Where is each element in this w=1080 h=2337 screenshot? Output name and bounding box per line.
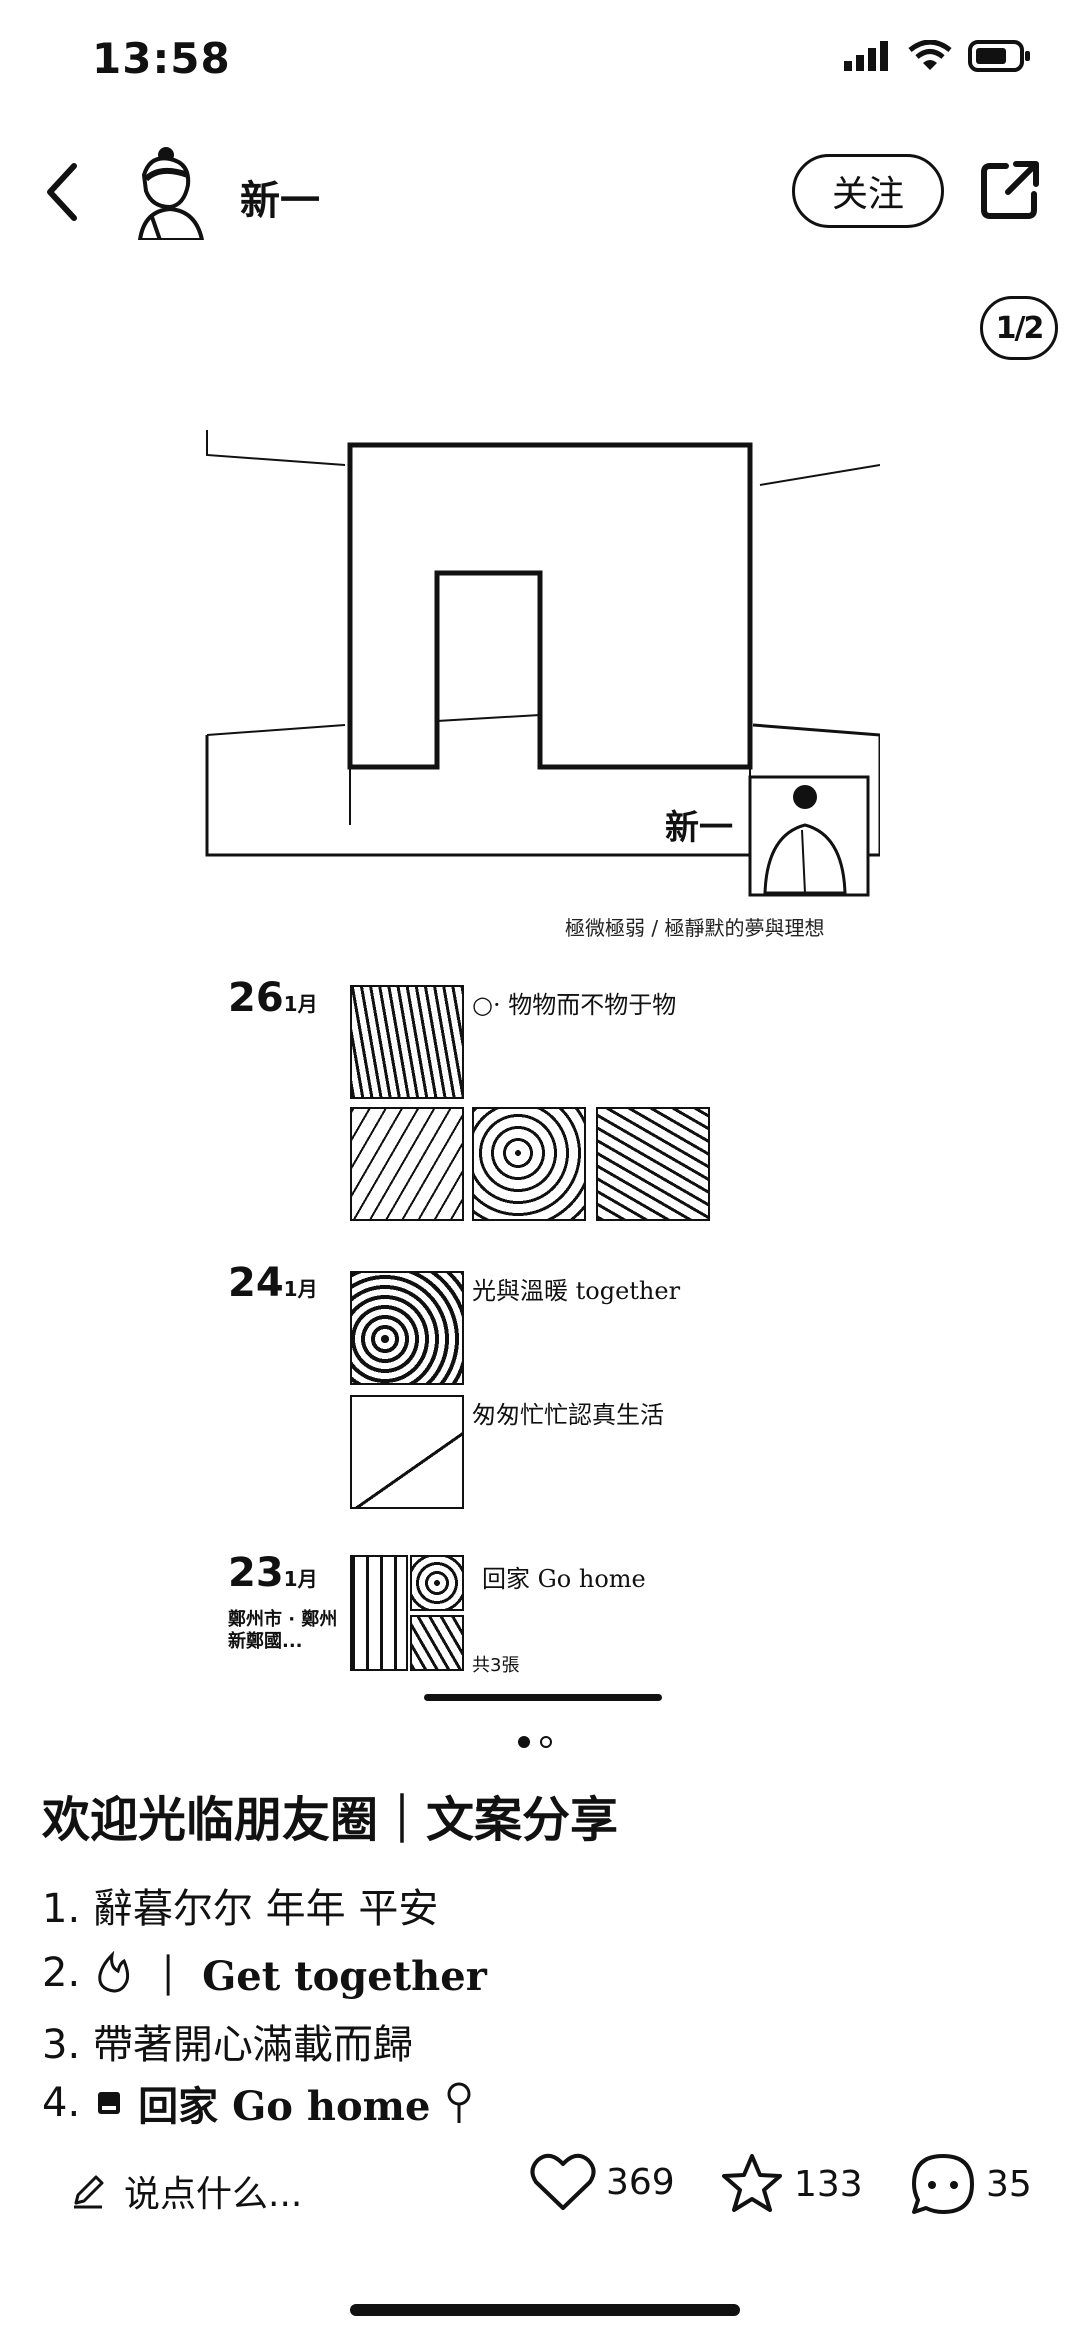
poster-illustration[interactable]	[205, 425, 880, 930]
signal-icon	[844, 41, 888, 71]
share-icon[interactable]	[980, 160, 1040, 220]
entry-caption: ○· 物物而不物于物	[472, 991, 677, 1019]
photo-thumbnail	[350, 985, 464, 1099]
comment-count: 35	[986, 2163, 1032, 2205]
username[interactable]: 新一	[240, 178, 320, 224]
entry-caption: 匆匆忙忙認真生活	[472, 1401, 664, 1429]
photo-thumbnail	[410, 1615, 464, 1671]
chat-bubble-icon	[912, 2154, 974, 2214]
post-line: 4. 回家 Go home	[42, 2080, 474, 2126]
photo-thumbnail	[350, 1107, 464, 1221]
poster-signature: 新一	[665, 808, 733, 848]
favorite-button[interactable]: 133	[720, 2152, 863, 2216]
poster-scrollbar[interactable]	[424, 1694, 662, 1701]
photo-thumbnail	[350, 1555, 408, 1671]
comment-button[interactable]: 35	[910, 2152, 1032, 2216]
photo-thumbnail	[350, 1271, 464, 1385]
photo-thumbnail	[350, 1395, 464, 1509]
entry-date: 261月	[228, 975, 318, 1021]
status-time: 13:58	[92, 34, 231, 83]
battery-icon	[968, 40, 1030, 72]
entry-location: 鄭州市 · 鄭州新鄭國...	[228, 1609, 338, 1652]
avatar[interactable]	[130, 145, 210, 240]
poster-caption: 極微極弱 / 極靜默的夢與理想	[565, 916, 825, 940]
phone-icon	[98, 2092, 121, 2114]
comment-input[interactable]: 说点什么...	[70, 2165, 302, 2217]
photo-thumbnail	[410, 1555, 464, 1611]
carousel-dot-1[interactable]	[518, 1736, 530, 1748]
like-button[interactable]: 369	[530, 2152, 675, 2212]
back-icon[interactable]	[42, 162, 82, 222]
fire-icon	[98, 1951, 130, 1993]
photo-thumbnail	[472, 1107, 586, 1221]
post-line: 3. 帶著開心滿載而歸	[42, 2022, 413, 2068]
wifi-icon	[908, 40, 952, 70]
location-pin-icon	[447, 2082, 471, 2123]
carousel-dot-2[interactable]	[540, 1736, 552, 1748]
home-indicator[interactable]	[350, 2304, 740, 2316]
heart-icon	[530, 2153, 596, 2210]
photo-count: 共3張	[472, 1655, 520, 1676]
photo-thumbnail	[596, 1107, 710, 1221]
star-icon	[722, 2154, 782, 2212]
post-line: 1. 辭暮尔尔 年年 平安	[42, 1886, 439, 1932]
follow-button[interactable]: 关注	[792, 154, 944, 228]
entry-caption: 光與溫暖 together	[472, 1277, 681, 1305]
carousel-dots[interactable]	[518, 1736, 552, 1748]
like-count: 369	[606, 2161, 675, 2203]
entry-date: 231月	[228, 1550, 318, 1596]
entry-date: 241月	[228, 1260, 318, 1306]
page-indicator: 1/2	[980, 296, 1058, 360]
pencil-icon	[74, 2175, 104, 2209]
post-title: 欢迎光临朋友圈｜文案分享	[42, 1792, 619, 1848]
status-icons	[844, 40, 1032, 72]
favorite-count: 133	[794, 2163, 863, 2205]
post-line: 2. ｜ Get together	[42, 1950, 487, 2000]
entry-caption: 回家 Go home	[482, 1565, 646, 1593]
comment-placeholder: 说点什么...	[124, 2174, 303, 2215]
